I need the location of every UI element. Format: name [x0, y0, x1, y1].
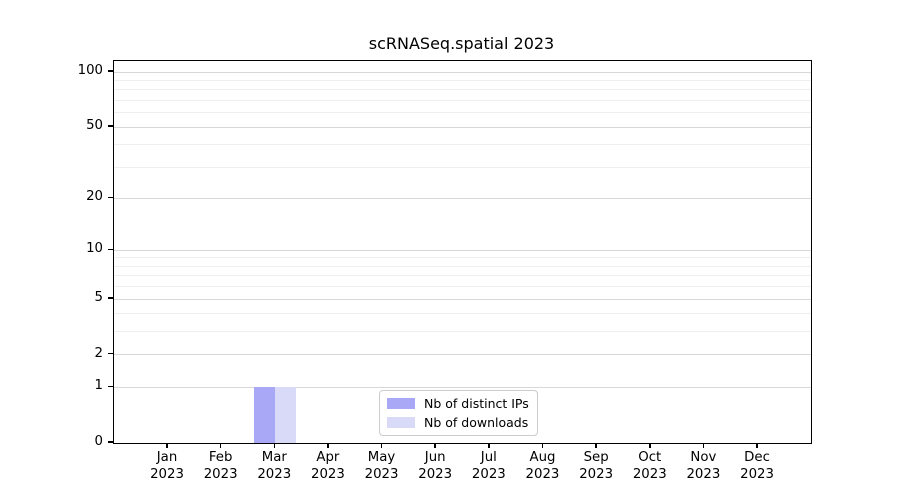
- x-tick-mark: [649, 443, 651, 448]
- y-gridline-major: [114, 197, 811, 199]
- y-gridline-minor: [114, 265, 811, 267]
- y-gridline-minor: [114, 257, 811, 259]
- y-tick-mark: [108, 196, 113, 199]
- y-tick-label: 1: [94, 378, 103, 394]
- bar-distinct-ips: [254, 387, 276, 443]
- y-tick-mark: [108, 385, 113, 388]
- legend: Nb of distinct IPs Nb of downloads: [379, 390, 538, 436]
- y-tick-mark: [108, 125, 113, 127]
- x-tick-mark: [380, 443, 383, 448]
- chart-title: scRNASeq.spatial 2023: [368, 34, 555, 53]
- legend-swatch-downloads: [387, 417, 415, 428]
- y-gridline-minor: [114, 313, 811, 315]
- x-tick-label: Aug 2023: [525, 450, 560, 482]
- y-tick-label: 100: [77, 63, 103, 79]
- y-tick-label: 2: [94, 345, 103, 361]
- legend-swatch-distinct-ips: [387, 398, 415, 409]
- y-gridline-major: [114, 71, 811, 73]
- x-tick-mark: [541, 443, 544, 448]
- y-gridline-minor: [114, 275, 811, 277]
- y-gridline-major: [114, 249, 811, 251]
- x-tick-label: Oct 2023: [632, 450, 667, 482]
- y-gridline-major: [114, 298, 811, 300]
- y-gridline-major: [114, 126, 811, 128]
- y-gridline-minor: [114, 89, 811, 91]
- x-tick-mark: [702, 443, 705, 448]
- x-tick-label: Mar 2023: [257, 450, 292, 482]
- x-tick-mark: [434, 443, 436, 448]
- y-tick-label: 10: [86, 241, 103, 257]
- y-tick-mark: [108, 352, 113, 355]
- x-tick-label: Dec 2023: [740, 450, 774, 482]
- y-gridline-minor: [114, 144, 811, 146]
- y-tick-mark: [108, 297, 113, 299]
- y-tick-mark: [108, 70, 113, 72]
- y-gridline-major: [114, 354, 811, 356]
- x-tick-mark: [327, 443, 329, 448]
- y-gridline-major: [114, 386, 811, 388]
- x-tick-mark: [488, 443, 490, 448]
- x-tick-label: Jun 2023: [418, 450, 453, 482]
- y-tick-label: 0: [94, 434, 103, 449]
- x-tick-mark: [595, 443, 597, 448]
- x-tick-label: Sep 2023: [579, 450, 614, 482]
- y-tick-mark: [108, 248, 113, 251]
- x-tick-label: Jan 2023: [150, 450, 184, 482]
- y-gridline-minor: [114, 286, 811, 288]
- y-gridline-minor: [114, 80, 811, 81]
- legend-item-downloads: Nb of downloads: [387, 415, 529, 430]
- y-gridline-minor: [114, 331, 811, 333]
- x-tick-label: May 2023: [364, 450, 399, 482]
- legend-label-distinct-ips: Nb of distinct IPs: [424, 396, 529, 411]
- x-tick-label: Feb 2023: [203, 450, 238, 482]
- y-gridline-minor: [114, 166, 811, 168]
- y-tick-label: 5: [94, 290, 103, 305]
- x-tick-mark: [273, 443, 276, 448]
- legend-label-downloads: Nb of downloads: [424, 415, 529, 430]
- x-tick-label: Jul 2023: [471, 450, 506, 482]
- x-tick-mark: [756, 443, 758, 448]
- plot-area: [113, 60, 812, 444]
- y-gridline-minor: [114, 99, 811, 101]
- y-tick-label: 50: [86, 118, 103, 134]
- y-gridline-minor: [114, 112, 811, 114]
- y-tick-mark: [108, 441, 113, 443]
- x-tick-label: Nov 2023: [686, 450, 721, 482]
- x-tick-mark: [219, 443, 222, 448]
- x-tick-mark: [166, 443, 168, 448]
- y-tick-label: 20: [86, 189, 103, 205]
- bar-downloads: [275, 387, 297, 443]
- x-tick-label: Apr 2023: [310, 450, 345, 482]
- legend-item-distinct-ips: Nb of distinct IPs: [387, 396, 529, 411]
